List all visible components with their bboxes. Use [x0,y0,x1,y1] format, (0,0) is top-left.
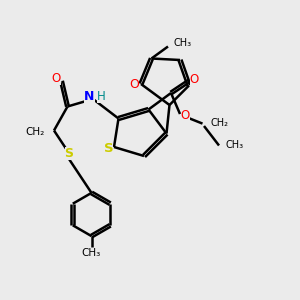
Text: N: N [84,90,94,103]
Text: O: O [181,109,190,122]
Text: CH₃: CH₃ [82,248,101,259]
Text: CH₂: CH₂ [25,127,44,137]
Text: CH₂: CH₂ [211,118,229,128]
Text: O: O [130,77,139,91]
Text: O: O [190,73,199,86]
Text: H: H [97,90,106,103]
Text: O: O [52,71,61,85]
Text: S: S [104,142,113,155]
Text: CH₃: CH₃ [226,140,244,151]
Text: CH₃: CH₃ [173,38,191,49]
Text: S: S [64,146,74,160]
